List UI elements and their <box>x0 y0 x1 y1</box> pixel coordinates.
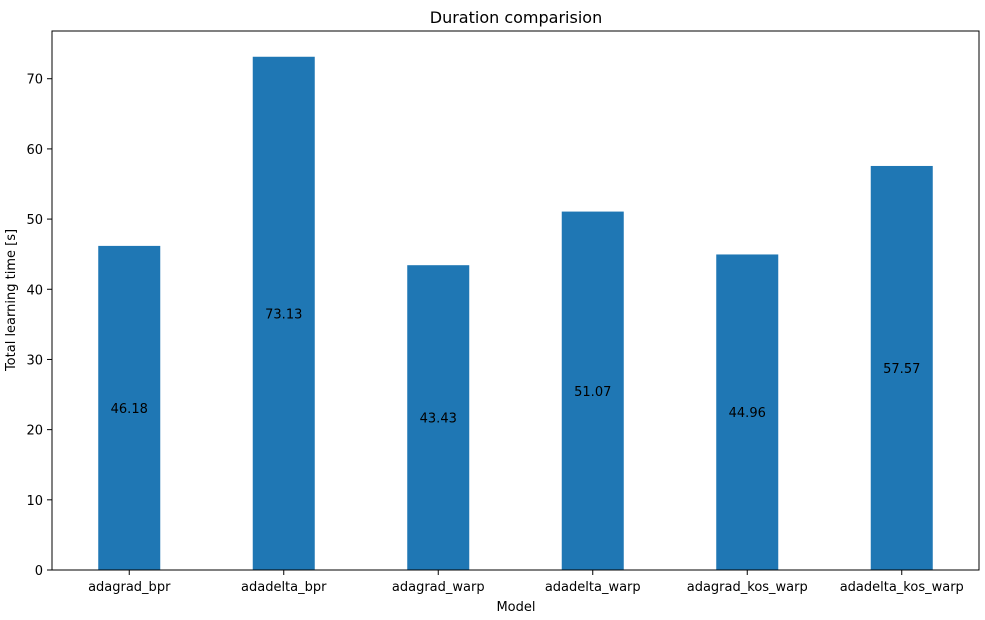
data-label-adadelta_warp: 51.07 <box>574 385 611 400</box>
x-tick-label-adagrad_kos_warp: adagrad_kos_warp <box>687 580 808 595</box>
bar-adagrad_kos_warp <box>716 254 779 570</box>
bar-adadelta_bpr <box>252 56 315 571</box>
y-tick-label-20: 20 <box>26 424 43 439</box>
x-axis: adagrad_bpr adadelta_bpr adagrad_warp adade… <box>88 570 964 595</box>
plot-frame <box>51 30 980 571</box>
x-tick-label-adagrad_bpr: adagrad_bpr <box>88 580 171 595</box>
y-axis: 0 10 20 30 40 50 60 70 <box>26 73 52 579</box>
data-labels-group: 46.18 73.13 43.43 51.07 44.96 57.57 <box>111 307 921 426</box>
x-tick-label-adadelta_warp: adadelta_warp <box>545 580 641 595</box>
x-tick-label-adadelta_kos_warp: adadelta_kos_warp <box>840 580 964 595</box>
y-tick-label-40: 40 <box>26 283 43 298</box>
data-label-adadelta_kos_warp: 57.57 <box>883 362 920 377</box>
bars-group <box>98 56 933 571</box>
bar-adadelta_kos_warp <box>870 165 933 570</box>
y-tick-label-60: 60 <box>26 143 43 158</box>
y-tick-label-50: 50 <box>26 213 43 228</box>
bar-adagrad_bpr <box>98 245 161 570</box>
bar-adagrad_warp <box>407 265 470 570</box>
x-axis-title: Model <box>496 600 535 615</box>
x-tick-label-adagrad_warp: adagrad_warp <box>392 580 485 595</box>
y-tick-label-30: 30 <box>26 353 43 368</box>
data-label-adagrad_warp: 43.43 <box>420 412 457 427</box>
y-tick-label-0: 0 <box>35 564 43 579</box>
y-tick-label-10: 10 <box>26 494 43 509</box>
data-label-adadelta_bpr: 73.13 <box>265 307 302 322</box>
data-label-adagrad_bpr: 46.18 <box>111 402 148 417</box>
chart-title: Duration comparision <box>430 8 602 27</box>
x-tick-label-adadelta_bpr: adadelta_bpr <box>241 580 327 595</box>
bar-adadelta_warp <box>561 211 624 570</box>
data-label-adagrad_kos_warp: 44.96 <box>729 406 766 421</box>
y-tick-label-70: 70 <box>26 73 43 88</box>
y-axis-title: Total learning time [s] <box>4 229 19 372</box>
